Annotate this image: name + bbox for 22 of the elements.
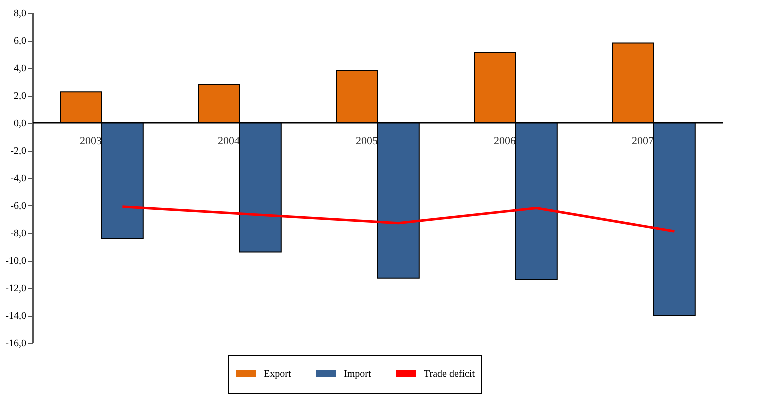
y-tick-label: -2,0	[10, 146, 26, 157]
x-tick-label: 2007	[632, 136, 654, 148]
y-tick-label: -8,0	[10, 228, 26, 240]
x-tick-label: 2004	[218, 136, 240, 148]
legend-label: Import	[344, 368, 372, 380]
y-tick-label: -6,0	[10, 201, 26, 212]
x-tick-label: 2006	[494, 136, 516, 148]
y-tick-label: 8,0	[14, 8, 26, 20]
y-tick-label: -14,0	[6, 311, 26, 322]
legend-label: Export	[264, 368, 292, 380]
y-tick-label: 4,0	[14, 64, 26, 74]
x-tick-label: 2005	[356, 136, 378, 148]
y-tick-label: 6,0	[14, 36, 26, 47]
y-tick-label: -4,0	[10, 174, 26, 184]
line-series	[121, 206, 676, 233]
legend-label: Trade deficit	[424, 368, 476, 380]
y-tick-label: -16,0	[6, 338, 26, 350]
y-tick-label: -12,0	[6, 284, 26, 294]
y-tick-label: -10,0	[6, 256, 26, 267]
x-tick-label: 2003	[80, 136, 102, 148]
y-tick-label: 2,0	[14, 91, 26, 102]
y-tick-label: 0,0	[14, 118, 26, 130]
